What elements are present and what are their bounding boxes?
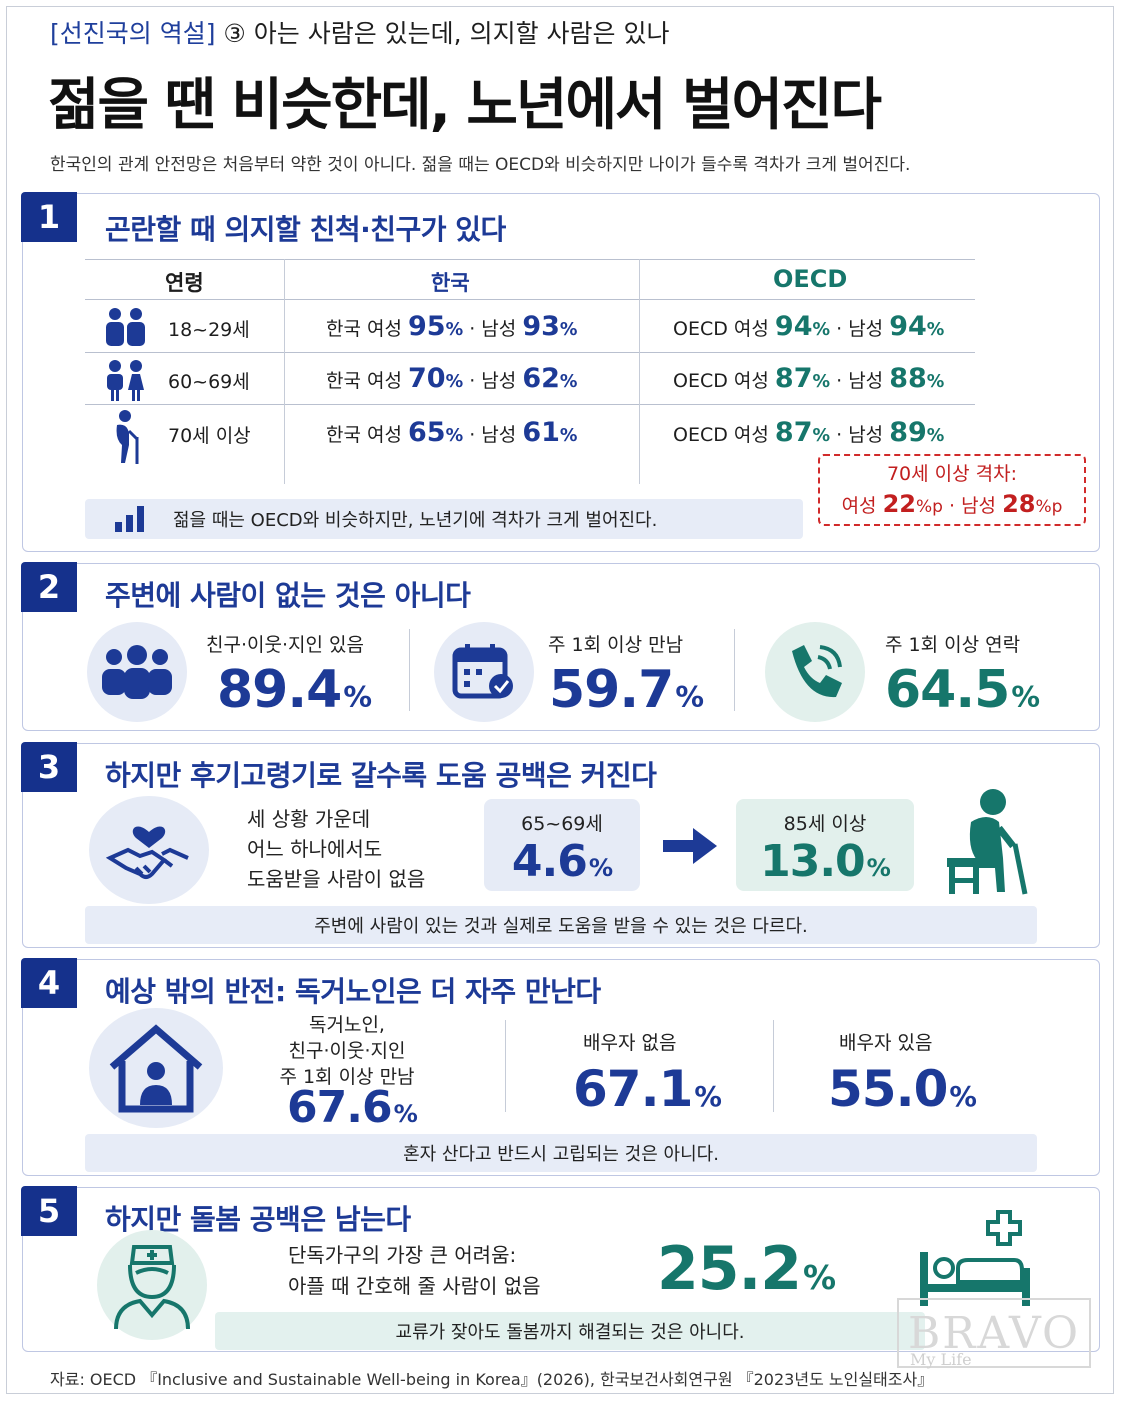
situation-description: 세 상황 가운데 어느 하나에서도 도움받을 사람이 없음 bbox=[247, 807, 426, 891]
stat-label: 주 1회 이상 만남 bbox=[548, 634, 684, 656]
section-number: 4 bbox=[21, 958, 77, 1008]
solo-elderly-description: 독거노인, 친구·이웃·지인 주 1회 이상 만남 bbox=[279, 1014, 415, 1088]
oecd-row-70-plus: OECD 여성 87% · 남성 89% bbox=[673, 417, 945, 448]
seated-elderly-icon bbox=[947, 789, 1028, 895]
young-couple-icon bbox=[106, 308, 145, 346]
kicker-subtitle: ③ 아는 사람은 있는데, 의지할 사람은 있나 bbox=[223, 19, 670, 48]
phone-icon bbox=[765, 622, 865, 722]
bar-chart-icon bbox=[115, 506, 144, 532]
stat-label: 친구·이웃·지인 있음 bbox=[206, 634, 364, 656]
headline: 젊을 땐 비슷한데, 노년에서 벌어진다 bbox=[48, 73, 882, 138]
stat-value: 55.0% bbox=[828, 1060, 977, 1118]
house-person-icon bbox=[89, 1008, 223, 1128]
handshake-heart-icon bbox=[89, 796, 209, 904]
stat-value: 64.5% bbox=[885, 660, 1040, 720]
care-gap-value: 25.2% bbox=[657, 1234, 836, 1304]
age-65-69-stat: 65~69세 4.6% bbox=[484, 799, 640, 891]
solo-elderly-value: 67.6% bbox=[287, 1082, 418, 1133]
section-title: 곤란할 때 의지할 친척·친구가 있다 bbox=[105, 213, 506, 246]
stat-value: 89.4% bbox=[217, 660, 372, 720]
kicker-series: [선진국의 역설] bbox=[50, 19, 216, 48]
section-4: 4 예상 밖의 반전: 독거노인은 더 자주 만난다 독거노인, 친구·이웃·지인… bbox=[21, 958, 1100, 1176]
age-label: 18~29세 bbox=[168, 319, 250, 341]
elderly-with-cane-icon bbox=[116, 410, 139, 464]
section-3: 3 하지만 후기고령기로 갈수록 도움 공백은 커진다 세 상황 가운데 어느 하… bbox=[21, 742, 1100, 948]
header-oecd: OECD bbox=[773, 265, 848, 293]
stat-label: 배우자 없음 bbox=[583, 1032, 677, 1054]
arrow-right-icon bbox=[663, 828, 717, 864]
section-5: 5 하지만 돌봄 공백은 남는다 단독가구의 가장 큰 어려움: 아플 때 간호해… bbox=[21, 1186, 1100, 1352]
header-age: 연령 bbox=[165, 271, 204, 295]
stat-label: 주 1회 이상 연락 bbox=[885, 634, 1021, 656]
korea-row-70-plus: 한국 여성 65% · 남성 61% bbox=[326, 417, 578, 448]
section-number: 2 bbox=[21, 562, 77, 612]
lede: 한국인의 관계 안전망은 처음부터 약한 것이 아니다. 젊을 때는 OECD와… bbox=[50, 155, 911, 175]
korea-row-18-29: 한국 여성 95% · 남성 93% bbox=[326, 311, 578, 342]
age-label: 60~69세 bbox=[168, 371, 250, 393]
nurse-icon bbox=[97, 1230, 207, 1340]
middle-aged-couple-icon bbox=[107, 360, 144, 401]
source-footer: 자료: OECD 『Inclusive and Sustainable Well… bbox=[50, 1370, 934, 1389]
section-number: 3 bbox=[21, 742, 77, 792]
stat-value: 67.1% bbox=[573, 1060, 722, 1118]
oecd-row-18-29: OECD 여성 94% · 남성 94% bbox=[673, 311, 945, 342]
korea-row-60-69: 한국 여성 70% · 남성 62% bbox=[326, 363, 578, 394]
bravo-watermark-logo: BRAVO bbox=[897, 1298, 1091, 1368]
age-85-plus-stat: 85세 이상 13.0% bbox=[736, 799, 914, 891]
section-1: 1 곤란할 때 의지할 친척·친구가 있다 연령 한국 OECD 18~29세 … bbox=[21, 192, 1100, 552]
section-title: 하지만 후기고령기로 갈수록 도움 공백은 커진다 bbox=[105, 759, 657, 792]
kicker: [선진국의 역설] ③ 아는 사람은 있는데, 의지할 사람은 있나 bbox=[50, 14, 669, 50]
sick-bed-icon bbox=[920, 1210, 1030, 1306]
section-title: 예상 밖의 반전: 독거노인은 더 자주 만난다 bbox=[105, 975, 601, 1008]
stat-value: 59.7% bbox=[549, 660, 704, 720]
page-frame bbox=[6, 6, 1114, 1394]
header-korea: 한국 bbox=[431, 271, 470, 295]
care-difficulty-description: 단독가구의 가장 큰 어려움: 아플 때 간호해 줄 사람이 없음 bbox=[288, 1243, 541, 1298]
stat-label: 배우자 있음 bbox=[839, 1032, 933, 1054]
age-label: 70세 이상 bbox=[168, 425, 251, 447]
section-2: 2 주변에 사람이 없는 것은 아니다 친구·이웃·지인 있음 89.4% 주 … bbox=[21, 562, 1100, 731]
oecd-row-60-69: OECD 여성 87% · 남성 88% bbox=[673, 363, 945, 394]
section-title: 주변에 사람이 없는 것은 아니다 bbox=[105, 579, 471, 612]
watermark-subtitle: My Life bbox=[910, 1350, 972, 1369]
section-note: 주변에 사람이 있는 것과 실제로 도움을 받을 수 있는 것은 다르다. bbox=[85, 906, 1037, 944]
calendar-check-icon bbox=[434, 622, 534, 722]
people-group-icon bbox=[87, 622, 187, 722]
section-number: 1 bbox=[21, 192, 77, 242]
section-note: 교류가 잦아도 돌봄까지 해결되는 것은 아니다. bbox=[215, 1312, 925, 1350]
section-note: 혼자 산다고 반드시 고립되는 것은 아니다. bbox=[85, 1134, 1037, 1172]
section-number: 5 bbox=[21, 1186, 77, 1236]
section-note: 젊을 때는 OECD와 비슷하지만, 노년기에 격차가 크게 벌어진다. bbox=[85, 499, 803, 539]
gap-callout: 70세 이상 격차: 여성 22%p · 남성 28%p bbox=[818, 454, 1086, 526]
